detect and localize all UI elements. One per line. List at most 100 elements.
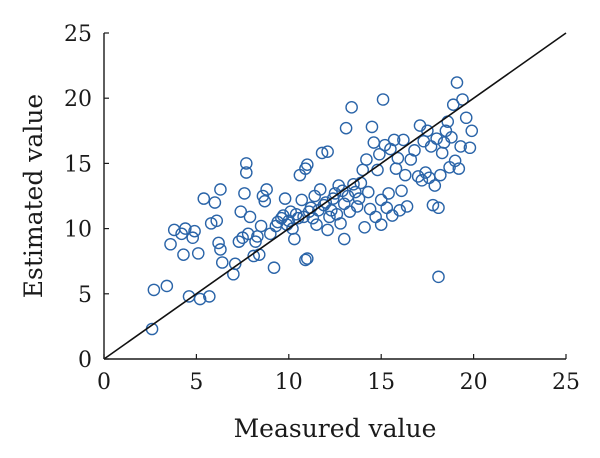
data-point (434, 168, 447, 182)
data-point (214, 243, 227, 256)
data-point (254, 219, 268, 233)
data-point (435, 146, 449, 160)
data-point (179, 222, 192, 235)
x-axis-title: Measured value (234, 414, 437, 443)
data-point (352, 192, 366, 205)
data-point (321, 145, 334, 158)
data-point (313, 183, 327, 196)
x-tick-label: 5 (189, 370, 203, 395)
data-point (339, 121, 353, 135)
data-point (465, 124, 479, 138)
data-point (446, 98, 460, 112)
data-point (208, 196, 222, 209)
data-point (300, 252, 314, 265)
data-point (374, 218, 388, 231)
y-tick-label: 0 (78, 348, 92, 373)
y-tick-label: 25 (64, 22, 92, 47)
data-point (374, 193, 388, 207)
data-point (193, 292, 207, 306)
data-point (164, 237, 177, 251)
data-point (191, 247, 205, 260)
data-point (448, 154, 462, 168)
data-point (326, 192, 340, 205)
data-point (186, 231, 200, 245)
data-point (234, 205, 248, 218)
data-point (334, 217, 347, 230)
y-tick-label: 5 (78, 283, 92, 308)
data-point (463, 141, 477, 155)
data-point (395, 184, 408, 198)
data-point (256, 189, 270, 203)
identity-reference-line (103, 32, 567, 360)
x-tick-label: 15 (367, 370, 395, 395)
data-point (373, 147, 386, 161)
data-point (360, 153, 373, 166)
data-point (241, 227, 255, 241)
data-point (258, 194, 272, 208)
x-tick-label: 10 (275, 370, 303, 395)
data-point (288, 232, 301, 246)
data-point (310, 218, 323, 231)
data-point (345, 101, 358, 114)
data-point (300, 158, 314, 172)
data-point (299, 253, 312, 267)
data-point (212, 236, 225, 250)
data-point (432, 270, 445, 284)
data-point (398, 168, 412, 182)
data-point (321, 223, 334, 237)
data-points (145, 76, 479, 336)
x-axis-ticks: 0 5 10 15 20 25 (97, 354, 580, 395)
data-point (369, 210, 382, 224)
data-point (459, 111, 473, 125)
data-point (358, 220, 371, 234)
data-point (249, 235, 262, 248)
data-point (260, 183, 273, 196)
data-point (315, 146, 329, 160)
y-tick-label: 10 (64, 218, 92, 243)
data-point (421, 124, 434, 138)
data-point (350, 200, 364, 213)
data-point (147, 283, 161, 297)
data-point (238, 187, 251, 200)
data-point (247, 249, 260, 263)
data-point (215, 256, 229, 269)
data-point (363, 202, 377, 216)
data-point (393, 204, 406, 217)
data-point (160, 279, 174, 293)
data-point (278, 192, 292, 205)
data-point (243, 210, 257, 224)
data-point (387, 133, 401, 147)
data-point (415, 174, 429, 187)
data-point (337, 232, 351, 246)
data-point (267, 261, 281, 275)
data-point (203, 290, 216, 303)
data-point (323, 210, 336, 224)
data-point (367, 136, 381, 149)
y-tick-label: 15 (64, 152, 92, 177)
data-point (177, 248, 190, 261)
data-point (428, 179, 442, 192)
data-point (361, 185, 375, 199)
data-point (408, 144, 421, 157)
y-axis-ticks: 0 5 10 15 20 25 (64, 22, 109, 373)
data-point (397, 133, 410, 147)
data-point (197, 192, 211, 205)
data-point (380, 201, 394, 215)
data-point (295, 193, 309, 207)
data-point (347, 177, 360, 191)
data-point (328, 187, 342, 200)
data-point (282, 214, 296, 228)
data-point (188, 224, 201, 238)
data-point (232, 235, 246, 248)
data-point (349, 185, 362, 199)
data-point (454, 140, 467, 153)
data-point (445, 131, 458, 144)
data-point (264, 227, 277, 241)
data-point (228, 257, 242, 271)
x-tick-label: 0 (97, 370, 111, 395)
data-point (452, 162, 466, 175)
data-point (430, 132, 443, 145)
data-point (400, 200, 414, 213)
data-point (382, 187, 395, 200)
